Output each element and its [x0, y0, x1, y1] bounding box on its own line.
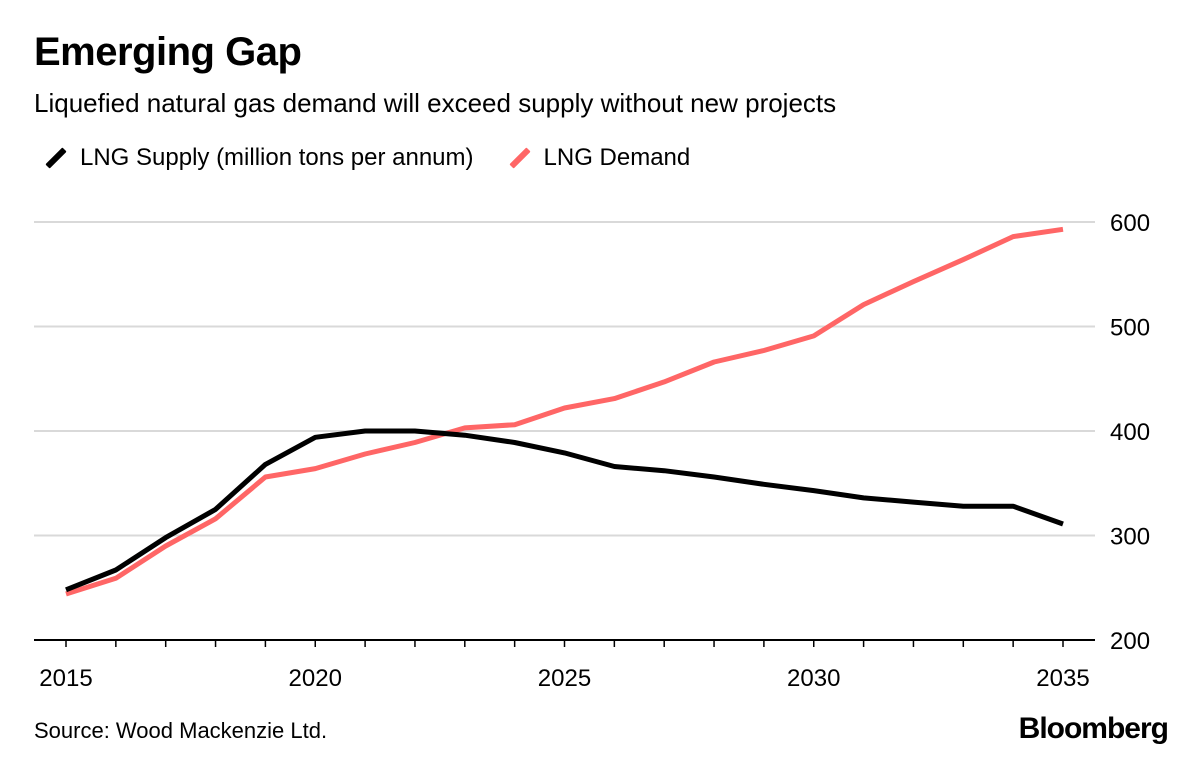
- demand-line: [65, 226, 1064, 597]
- x-tick-label: 2030: [787, 665, 840, 692]
- y-tick-label: 200: [1110, 628, 1150, 655]
- y-tick-label: 400: [1110, 419, 1150, 446]
- legend-item-demand: LNG Demand: [508, 144, 691, 172]
- y-tick-label: 300: [1110, 524, 1150, 551]
- x-tick-label: 2035: [1036, 665, 1089, 692]
- x-tick-label: 2025: [538, 665, 591, 692]
- y-tick-label: 600: [1110, 210, 1150, 237]
- source-note: Source: Wood Mackenzie Ltd.: [34, 718, 328, 743]
- legend-item-supply: LNG Supply (million tons per annum): [44, 144, 474, 172]
- y-tick-label: 500: [1110, 315, 1150, 342]
- legend-label-supply: LNG Supply (million tons per annum): [80, 144, 474, 171]
- x-tick-label: 2020: [289, 665, 342, 692]
- legend-label-demand: LNG Demand: [543, 144, 691, 171]
- supply-line: [65, 428, 1064, 593]
- bloomberg-logo: Bloomberg: [1018, 712, 1169, 745]
- x-tick-label: 2015: [39, 665, 92, 692]
- chart-title: Emerging Gap: [34, 30, 302, 74]
- legend: LNG Supply (million tons per annum) LNG …: [44, 144, 724, 172]
- chart-subtitle: Liquefied natural gas demand will exceed…: [34, 88, 837, 118]
